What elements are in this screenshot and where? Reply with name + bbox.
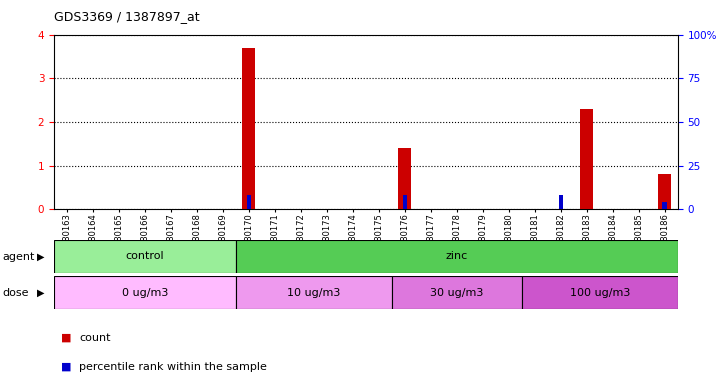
Text: ■: ■ — [61, 333, 72, 343]
Text: 100 ug/m3: 100 ug/m3 — [570, 288, 630, 298]
Bar — [402, 195, 407, 209]
Text: ▶: ▶ — [37, 288, 45, 298]
Bar — [236, 240, 678, 273]
Bar — [236, 276, 392, 309]
Bar — [392, 276, 522, 309]
Text: GDS3369 / 1387897_at: GDS3369 / 1387897_at — [54, 10, 200, 23]
Bar — [663, 202, 667, 209]
Text: percentile rank within the sample: percentile rank within the sample — [79, 362, 267, 372]
Bar — [242, 48, 255, 209]
Bar — [580, 109, 593, 209]
Text: 10 ug/m3: 10 ug/m3 — [287, 288, 340, 298]
Bar — [522, 276, 678, 309]
Text: dose: dose — [2, 288, 29, 298]
Text: ▶: ▶ — [37, 252, 45, 262]
Text: ■: ■ — [61, 362, 72, 372]
Text: 30 ug/m3: 30 ug/m3 — [430, 288, 484, 298]
Bar — [658, 174, 671, 209]
Text: control: control — [125, 251, 164, 262]
Bar — [247, 195, 251, 209]
Bar — [559, 195, 563, 209]
Text: zinc: zinc — [446, 251, 468, 262]
Bar — [54, 276, 236, 309]
Text: count: count — [79, 333, 111, 343]
Bar — [54, 240, 236, 273]
Text: 0 ug/m3: 0 ug/m3 — [122, 288, 168, 298]
Text: agent: agent — [2, 252, 35, 262]
Bar — [399, 148, 412, 209]
